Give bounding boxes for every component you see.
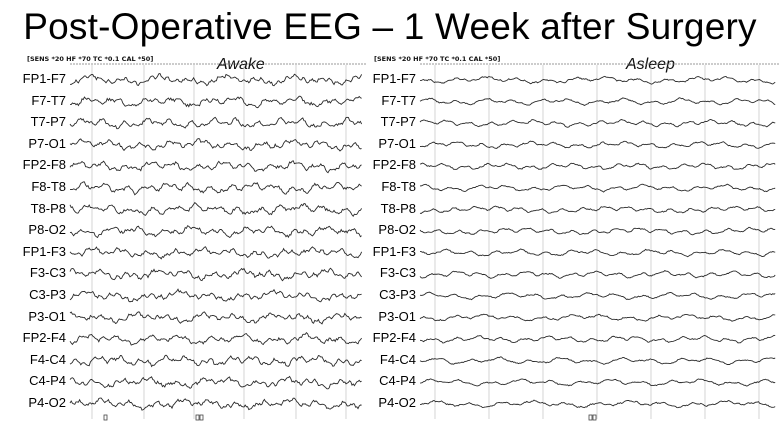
channel-label: FP2-F4 [372,330,416,346]
channel-label: FP1-F7 [22,71,66,86]
eeg-trace [419,140,776,149]
eeg-trace [419,356,776,365]
eeg-trace [419,226,776,236]
state-label-awake: Awake [217,56,265,73]
eeg-trace [420,399,776,409]
channel-label: C4-P4 [379,373,416,389]
channel-label: P7-O1 [28,135,66,151]
eeg-trace [69,311,362,325]
eeg-trace [419,162,776,170]
eeg-traces-awake [69,63,366,421]
montage-settings-header: [SENS *20 HF *70 TC *0.1 CAL *50] [27,55,154,63]
channel-label: T7-P7 [30,114,66,130]
event-marker [588,414,593,421]
channel-label: FP2-F4 [22,330,66,346]
eeg-trace [419,248,776,258]
event-marker [592,414,597,421]
channel-label: FP2-F8 [372,157,416,173]
channel-label: FP1-F3 [22,243,66,259]
eeg-trace [69,138,362,152]
eeg-trace [419,97,776,106]
eeg-panel-asleep: [SENS *20 HF *70 TC *0.1 CAL *50] Asleep… [368,52,780,421]
channel-label: P3-O1 [378,308,416,324]
channel-label: P4-O2 [378,395,416,410]
eeg-trace [69,267,362,282]
eeg-trace [69,354,362,368]
eeg-trace [419,334,776,344]
page-title: Post-Operative EEG – 1 Week after Surger… [23,6,757,47]
channel-label: F3-C3 [379,265,416,281]
event-marker [103,414,108,421]
eeg-trace [69,375,362,390]
eeg-trace [419,75,776,85]
channel-label: FP1-F7 [372,71,416,86]
channel-label: P7-O1 [378,135,416,151]
channel-label: F7-T7 [31,92,66,108]
channel-label: C4-P4 [29,373,66,389]
eeg-trace [69,331,362,346]
eeg-trace [69,181,362,196]
eeg-trace [69,225,362,239]
channel-label: P4-O2 [28,395,66,410]
channel-label: F4-C4 [29,351,66,367]
channel-label: FP2-F8 [22,157,66,173]
eeg-trace [69,397,362,411]
eeg-trace [69,95,362,109]
channel-label: FP1-F3 [372,243,416,259]
channel-label: P8-O2 [28,222,66,238]
eeg-trace [69,202,362,217]
channel-label: F8-T8 [381,179,416,194]
channel-label: C3-P3 [29,287,66,302]
channel-label: C3-P3 [379,287,416,302]
eeg-trace [419,378,776,387]
eeg-trace [69,116,363,130]
channel-label: T8-P8 [30,200,66,216]
channel-label: P3-O1 [28,308,66,324]
eeg-traces-asleep [419,63,780,421]
channel-label: T7-P7 [380,114,416,130]
eeg-trace [419,313,776,322]
event-marker [199,414,204,421]
channel-label: P8-O2 [378,222,416,238]
eeg-trace [419,118,776,128]
montage-settings-header: [SENS *20 HF *70 TC *0.1 CAL *50] [374,55,501,63]
eeg-trace [419,205,776,214]
event-marker [195,414,200,421]
eeg-panel-awake: [SENS *20 HF *70 TC *0.1 CAL *50] Awake … [0,52,368,421]
channel-label: F7-T7 [381,92,416,108]
eeg-trace [419,270,776,279]
channel-label: F8-T8 [31,179,66,194]
channel-label: F4-C4 [379,351,416,367]
eeg-trace [69,246,363,260]
channel-label: F3-C3 [29,265,66,281]
eeg-trace [69,288,362,303]
state-label-asleep: Asleep [626,56,675,73]
channel-label: T8-P8 [380,200,416,216]
eeg-trace [69,160,362,174]
eeg-trace [419,291,776,301]
eeg-trace [69,73,363,87]
eeg-trace [419,183,776,193]
